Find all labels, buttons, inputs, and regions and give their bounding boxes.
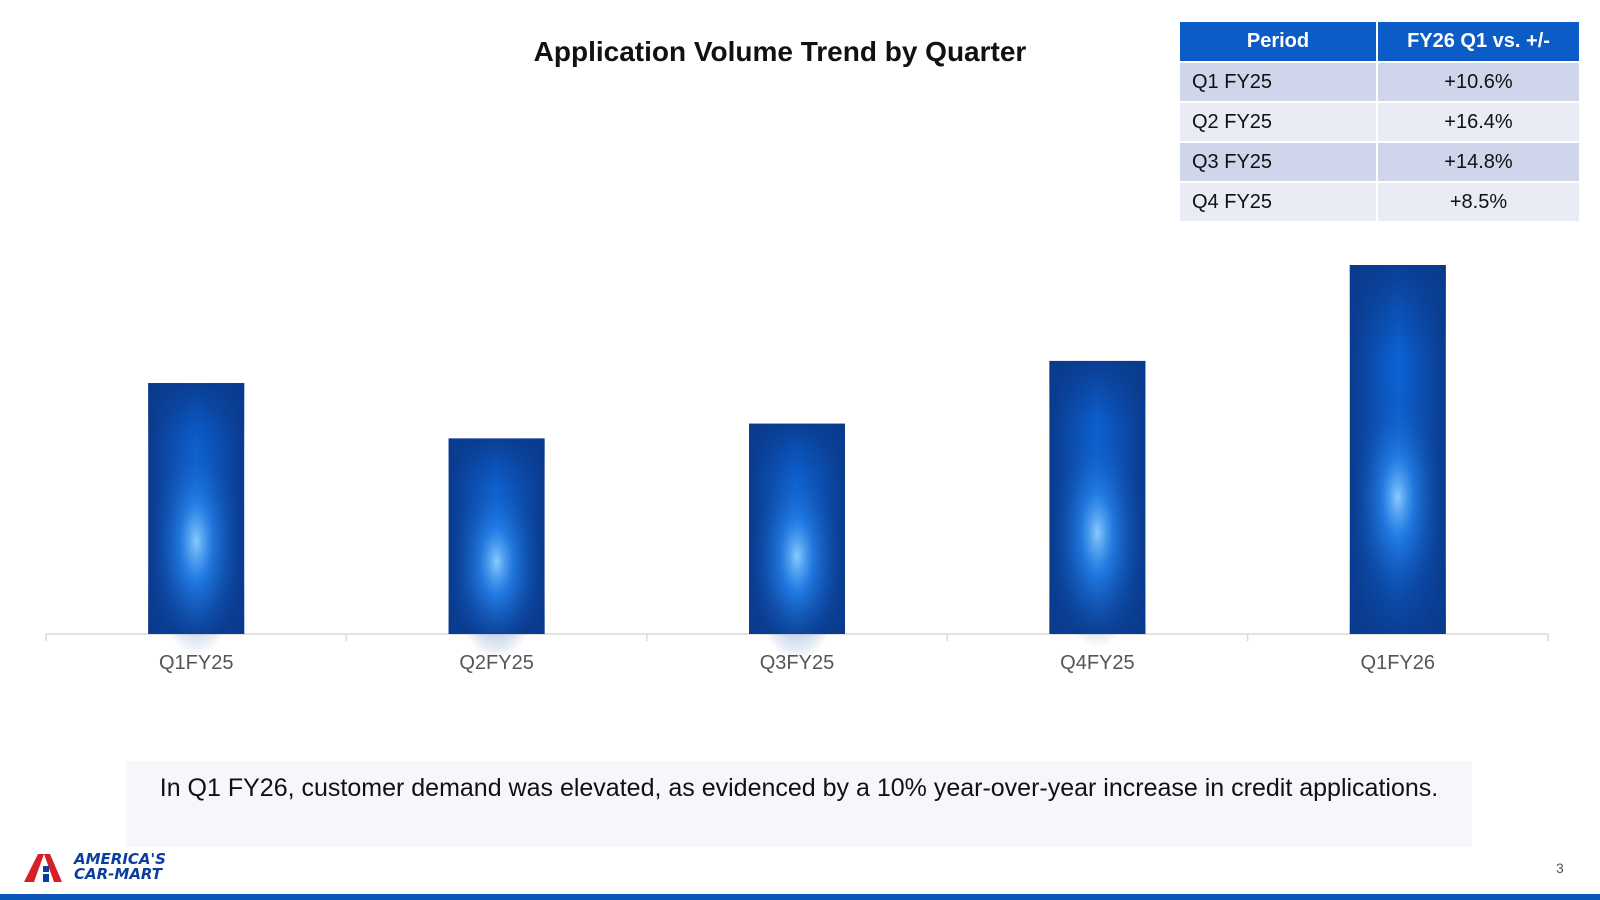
footer-bar xyxy=(0,894,1600,900)
table-row: Q2 FY25 +16.4% xyxy=(1180,101,1579,141)
bar-Q2FY25 xyxy=(448,438,545,660)
logo-line-1: AMERICA'S xyxy=(74,850,166,868)
bar-Q1FY26 xyxy=(1349,265,1446,634)
bar-glow xyxy=(148,426,245,657)
x-tick-label: Q3FY25 xyxy=(760,652,834,674)
bar-glow xyxy=(448,463,545,660)
x-tick-label: Q1FY26 xyxy=(1361,652,1435,674)
table-header-period: Period xyxy=(1180,22,1378,61)
x-tick-label: Q2FY25 xyxy=(459,652,533,674)
company-logo: AMERICA'S CAR-MART xyxy=(22,852,166,882)
table-cell-change: +16.4% xyxy=(1378,101,1579,141)
summary-note: In Q1 FY26, customer demand was elevated… xyxy=(126,761,1472,847)
table-cell-change: +8.5% xyxy=(1378,181,1579,221)
table-row: Q4 FY25 +8.5% xyxy=(1180,181,1579,221)
table-cell-period: Q3 FY25 xyxy=(1180,141,1378,181)
bar-glow xyxy=(749,451,845,662)
table-cell-period: Q1 FY25 xyxy=(1180,61,1378,101)
chart-title: Application Volume Trend by Quarter xyxy=(533,36,1027,67)
bar-Q3FY25 xyxy=(749,423,845,662)
comparison-table: Period FY26 Q1 vs. +/- Q1 FY25 +10.6% Q2… xyxy=(1180,22,1579,221)
table-cell-change: +14.8% xyxy=(1378,141,1579,181)
bar-chart: Q1FY25 Q2FY25 Q3FY25 Q4FY25 Q1FY26 xyxy=(45,265,1549,674)
bar-Q4FY25 xyxy=(1049,360,1146,648)
x-tick-label: Q1FY25 xyxy=(159,652,233,674)
bar-Q1FY25 xyxy=(148,383,245,657)
table-header-change: FY26 Q1 vs. +/- xyxy=(1378,22,1579,61)
x-tick-label: Q4FY25 xyxy=(1060,652,1134,674)
page-number: 3 xyxy=(1556,860,1564,876)
table-header-row: Period FY26 Q1 vs. +/- xyxy=(1180,22,1579,61)
table-row: Q3 FY25 +14.8% xyxy=(1180,141,1579,181)
table-cell-period: Q4 FY25 xyxy=(1180,181,1378,221)
logo-mark-icon xyxy=(24,854,62,882)
table-cell-period: Q2 FY25 xyxy=(1180,101,1378,141)
bar-glow xyxy=(1049,417,1146,648)
table-row: Q1 FY25 +10.6% xyxy=(1180,61,1579,101)
table-cell-change: +10.6% xyxy=(1378,61,1579,101)
logo-wordmark: AMERICA'S CAR-MART xyxy=(74,852,166,882)
bar-glow xyxy=(1349,382,1446,613)
logo-line-2: CAR-MART xyxy=(74,865,163,883)
